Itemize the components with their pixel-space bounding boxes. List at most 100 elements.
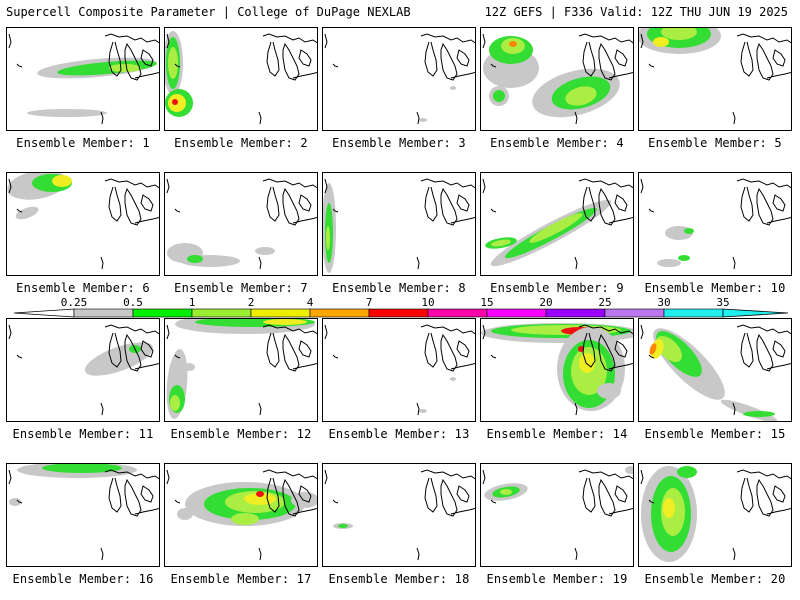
colorbar-segment xyxy=(604,308,665,318)
scp-contour-fill xyxy=(529,213,583,243)
ensemble-member-label: Ensemble Member: 3 xyxy=(332,136,466,150)
geography-outline xyxy=(324,33,328,49)
colorbar-segment xyxy=(368,308,429,318)
ensemble-member-label: Ensemble Member: 18 xyxy=(328,572,470,586)
geography-outline xyxy=(262,324,317,372)
geography-outline xyxy=(258,111,262,125)
geography-outline xyxy=(416,256,420,270)
geography-outline xyxy=(16,208,23,213)
scp-contour-fill xyxy=(661,28,697,40)
geography-outline xyxy=(100,402,104,416)
geography-outline xyxy=(416,402,420,416)
geography-outline xyxy=(8,33,12,49)
colorbar-segment xyxy=(309,308,370,318)
ensemble-member-map xyxy=(322,172,476,276)
geography-outline xyxy=(490,63,497,68)
scp-contour-fill xyxy=(491,239,511,247)
geography-outline xyxy=(574,547,578,561)
geography-outline xyxy=(640,324,644,340)
geography-outline xyxy=(166,469,170,485)
geography-outline xyxy=(262,178,317,226)
ensemble-member-map xyxy=(638,463,792,567)
scp-contour-fill xyxy=(338,524,348,528)
colorbar-tick-label: 0.5 xyxy=(123,296,143,309)
ensemble-member-label: Ensemble Member: 16 xyxy=(12,572,154,586)
geography-outline xyxy=(482,324,486,340)
ensemble-member-map xyxy=(480,318,634,422)
colorbar-tick-label: 2 xyxy=(248,296,255,309)
scp-contour-fill xyxy=(263,319,307,325)
ensemble-member-map xyxy=(164,318,318,422)
member-map-svg xyxy=(640,466,791,562)
scp-contour-fill xyxy=(720,399,778,421)
ensemble-member-map xyxy=(638,318,792,422)
geography-outline xyxy=(482,178,486,194)
ensemble-member-label: Ensemble Member: 1 xyxy=(16,136,150,150)
scp-contour-fill xyxy=(255,247,275,255)
colorbar-tick-label: 35 xyxy=(716,296,729,309)
geography-outline xyxy=(100,111,104,125)
scp-contour-fill xyxy=(450,86,456,90)
geography-outline xyxy=(8,469,12,485)
geography-outline xyxy=(578,178,633,226)
colorbar-segment xyxy=(486,308,547,318)
colorbar-legend: 0.25 0.5 1 2 4 7 10 15 20 25 30 35 xyxy=(13,296,789,318)
ensemble-member-map xyxy=(322,318,476,422)
geography-outline xyxy=(258,547,262,561)
colorbar-tick-label: 10 xyxy=(421,296,434,309)
member-map-svg xyxy=(165,31,317,125)
colorbar-segment xyxy=(191,308,252,318)
scp-contour-fill xyxy=(649,343,657,355)
member-map-svg xyxy=(482,33,633,125)
member-map-svg xyxy=(324,469,475,561)
colorbar-right-arrow xyxy=(722,308,789,318)
colorbar-segment xyxy=(663,308,724,318)
ensemble-member-label: Ensemble Member: 17 xyxy=(170,572,312,586)
ensemble-member-label: Ensemble Member: 12 xyxy=(170,427,312,441)
scp-contour-fill xyxy=(657,259,681,267)
scp-contour-fill xyxy=(678,255,690,261)
map-title: Supercell Composite Parameter | College … xyxy=(6,5,411,19)
geography-outline xyxy=(648,208,655,213)
colorbar-tick-label: 4 xyxy=(307,296,314,309)
geography-outline xyxy=(262,33,317,81)
geography-outline xyxy=(16,63,23,68)
member-map-svg xyxy=(166,178,317,270)
ensemble-member-map xyxy=(480,27,634,131)
scp-contour-fill xyxy=(231,513,259,525)
ensemble-member-map xyxy=(6,463,160,567)
geography-outline xyxy=(482,33,486,49)
geography-outline xyxy=(732,256,736,270)
geography-outline xyxy=(578,33,633,81)
scp-contour-fill xyxy=(597,383,621,399)
geography-outline xyxy=(578,469,633,517)
member-map-svg xyxy=(166,469,317,561)
scp-contour-fill xyxy=(677,466,697,478)
geography-outline xyxy=(332,208,339,213)
member-map-svg xyxy=(323,178,475,273)
scp-contour-fill xyxy=(15,206,39,220)
ensemble-member-label: Ensemble Member: 20 xyxy=(644,572,786,586)
run-valid-time: 12Z GEFS | F336 Valid: 12Z THU JUN 19 20… xyxy=(484,5,788,19)
geography-outline xyxy=(100,547,104,561)
member-map-svg xyxy=(639,28,791,125)
geography-outline xyxy=(574,402,578,416)
ensemble-member-label: Ensemble Member: 5 xyxy=(648,136,782,150)
colorbar-segment xyxy=(73,308,134,318)
ensemble-member-map xyxy=(638,172,792,276)
geography-outline xyxy=(736,178,791,226)
scp-contour-fill xyxy=(256,491,264,497)
scp-contour-fill xyxy=(743,411,775,417)
geography-outline xyxy=(482,469,486,485)
scp-contour-fill xyxy=(9,498,21,506)
geography-outline xyxy=(578,324,633,372)
geography-outline xyxy=(416,111,420,125)
scp-contour-fill xyxy=(57,60,157,76)
colorbar-tick-label: 25 xyxy=(598,296,611,309)
ensemble-member-label: Ensemble Member: 2 xyxy=(174,136,308,150)
geography-outline xyxy=(166,324,170,340)
geography-outline xyxy=(100,256,104,270)
geography-outline xyxy=(420,469,475,517)
geography-outline xyxy=(640,33,644,49)
ensemble-member-label: Ensemble Member: 15 xyxy=(644,427,786,441)
